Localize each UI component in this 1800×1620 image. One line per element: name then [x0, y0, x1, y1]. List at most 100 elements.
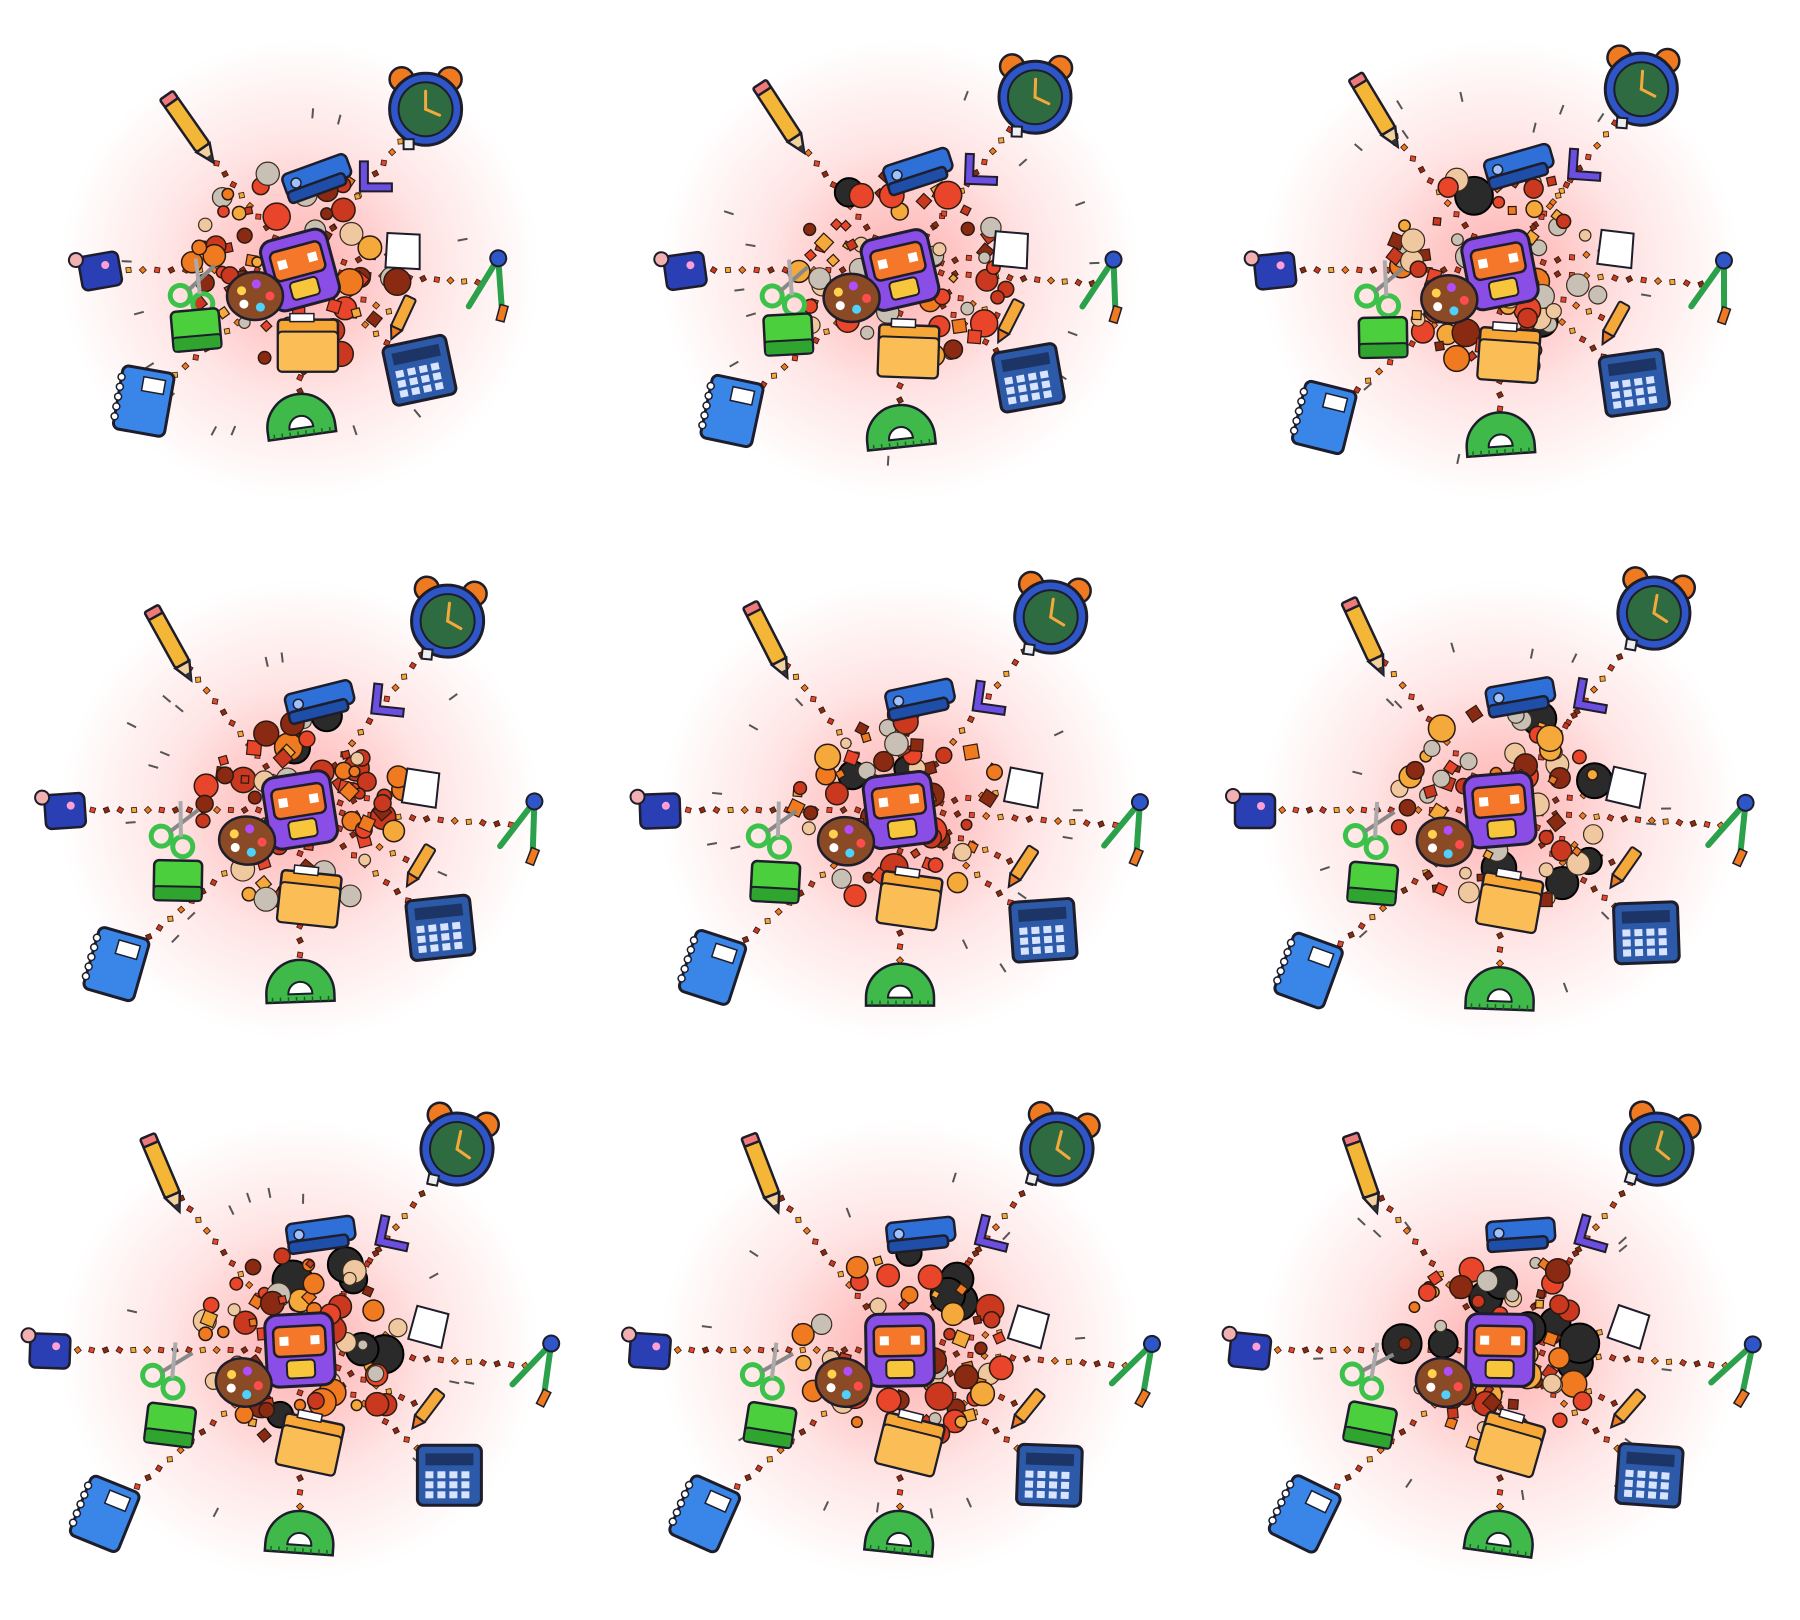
protractor-icon [1464, 966, 1535, 1012]
alarm-clock-icon [1603, 44, 1681, 130]
alarm-clock-icon [388, 65, 464, 151]
folder-icon [876, 317, 941, 380]
dotted-trail [1525, 248, 1605, 269]
explosion-scene [20, 1101, 561, 1580]
set-square-icon [1573, 1213, 1609, 1254]
sharpener-icon [20, 1327, 72, 1370]
protractor-icon [266, 392, 338, 442]
pencil-icon [1340, 596, 1385, 678]
set-square-icon [374, 1214, 410, 1253]
animation-frame [600, 0, 1200, 540]
paint-palette-icon [822, 272, 881, 324]
animation-frame [0, 540, 600, 1080]
dotted-trail [1524, 808, 1725, 830]
pencil-icon [1342, 1131, 1381, 1216]
crayon-icon [389, 294, 417, 342]
eraser-icon [1342, 1400, 1398, 1450]
dotted-trail [321, 1358, 419, 1408]
calculator-icon [1015, 1442, 1084, 1508]
crayon-icon [411, 1387, 446, 1431]
paint-palette-icon [1420, 274, 1479, 325]
set-square-icon [973, 1213, 1010, 1253]
set-square-icon [1572, 676, 1608, 715]
stapler-icon [1484, 676, 1557, 719]
set-square-icon [370, 682, 405, 718]
explosion-scene [1225, 566, 1755, 1040]
folder-icon [274, 1408, 346, 1477]
eraser-icon [143, 1401, 198, 1449]
sharpener-icon [34, 789, 88, 831]
crayon-icon [1007, 844, 1040, 889]
calculator-icon [415, 1443, 483, 1507]
pencil-icon [752, 79, 806, 156]
eraser-icon [762, 312, 815, 357]
sharpener-icon [1225, 788, 1277, 830]
explosion-scene [1243, 40, 1740, 500]
backpack-icon [864, 1312, 936, 1388]
folder-icon [275, 864, 343, 929]
paint-palette-icon [225, 270, 285, 322]
backpack-icon [1460, 228, 1540, 312]
notebook-icon [1273, 931, 1344, 1010]
explosion-scene [653, 40, 1140, 500]
notebook-icon [668, 1474, 742, 1554]
calculator-icon [404, 893, 477, 962]
dotted-trail [670, 805, 876, 815]
notebook-icon [698, 373, 765, 449]
backpack-icon [261, 769, 339, 851]
animation-frame [1200, 1080, 1800, 1620]
crayon-icon [1609, 1388, 1647, 1430]
sharpener-icon [1221, 1325, 1273, 1371]
paper-sheet-icon [407, 1304, 450, 1350]
eraser-icon [152, 858, 204, 903]
pencil-icon [742, 600, 789, 681]
notebook-icon [110, 364, 176, 438]
pencil-icon [143, 604, 193, 683]
explosion-scene [60, 40, 540, 500]
explosion-scene [1221, 1100, 1762, 1580]
stapler-icon [1485, 1216, 1557, 1254]
protractor-icon [263, 1509, 335, 1557]
folder-icon [1473, 1407, 1547, 1479]
notebook-icon [81, 926, 151, 1003]
eraser-icon [742, 1400, 798, 1450]
compass-icon [1705, 793, 1755, 868]
sharpener-icon [1243, 250, 1298, 291]
notebook-icon [1267, 1474, 1342, 1554]
protractor-icon [1462, 1509, 1534, 1559]
backpack-icon [861, 769, 939, 851]
paper-sheet-icon [1002, 766, 1044, 809]
scissors-icon [148, 801, 200, 860]
compass-icon [1708, 1335, 1762, 1409]
protractor-icon [865, 403, 938, 452]
paint-palette-icon [214, 1357, 273, 1408]
stapler-icon [284, 1214, 357, 1256]
compass-icon [1101, 793, 1149, 867]
animation-frame [1200, 540, 1800, 1080]
notebook-icon [68, 1474, 141, 1553]
crayon-icon [997, 298, 1025, 345]
alarm-clock-icon [1619, 1100, 1702, 1187]
scissors-icon [1342, 801, 1396, 861]
animation-frame [0, 1080, 600, 1620]
compass-icon [1108, 1334, 1162, 1409]
stapler-icon [283, 679, 356, 725]
scissors-icon [745, 801, 798, 860]
protractor-icon [862, 1509, 935, 1558]
backpack-icon [1464, 1312, 1536, 1388]
alarm-clock-icon [1616, 566, 1696, 652]
sharpener-icon [67, 250, 124, 292]
notebook-icon [677, 928, 748, 1006]
compass-icon [509, 1334, 561, 1408]
paper-sheet-icon [400, 767, 441, 809]
crayon-icon [1601, 300, 1631, 347]
pencil-icon [1348, 71, 1400, 150]
paper-sheet-icon [1006, 1304, 1051, 1350]
crayon-icon [405, 843, 437, 889]
protractor-icon [1465, 411, 1537, 459]
animation-frame [600, 1080, 1200, 1620]
sharpener-icon [653, 250, 708, 292]
paint-palette-icon [814, 1356, 873, 1409]
paper-sheet-icon [384, 231, 421, 271]
alarm-clock-icon [419, 1101, 500, 1187]
